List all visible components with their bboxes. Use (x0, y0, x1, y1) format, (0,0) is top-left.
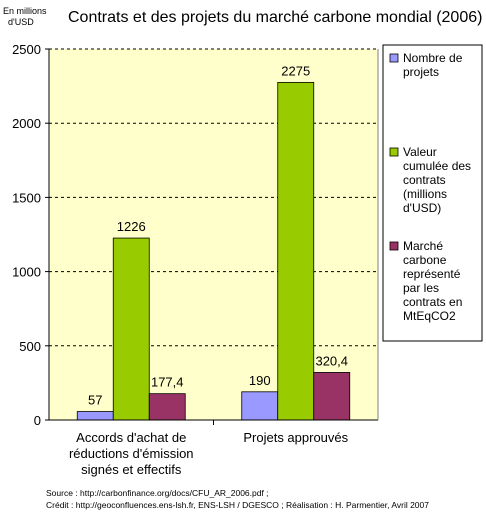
category-label: Projets approuvés (243, 430, 348, 445)
y-tick-label: 2500 (12, 42, 41, 57)
legend-label: (millions (403, 187, 447, 201)
y-tick-label: 2000 (12, 116, 41, 131)
category-label: signés et effectifs (81, 462, 182, 477)
data-label: 57 (88, 393, 102, 408)
category-label: Accords d'achat de (76, 430, 186, 445)
bar (112, 237, 150, 421)
bar (148, 393, 186, 421)
legend-label: contrats en (403, 295, 462, 309)
y-axis-unit-line-2: d'USD (8, 17, 34, 27)
bar (313, 372, 351, 421)
legend-label: contrats (403, 173, 446, 187)
legend-label: Nombre de (403, 51, 463, 65)
legend-swatch (389, 147, 399, 157)
y-tick-label: 0 (34, 413, 41, 428)
y-tick-label: 500 (19, 339, 41, 354)
legend-swatch (389, 53, 399, 63)
legend-label: Marché (403, 239, 443, 253)
bars (76, 81, 351, 421)
footer-source: Source : http://carbonfinance.org/docs/C… (46, 488, 269, 498)
data-label: 177,4 (151, 375, 184, 390)
plot-area (49, 49, 378, 420)
legend-label: cumulée des (403, 159, 471, 173)
y-tick-label: 1000 (12, 265, 41, 280)
data-labels: 57 1226 177,4 190 2275 320,4 (88, 63, 348, 407)
legend-label: représenté (403, 267, 461, 281)
legend-swatch (389, 241, 399, 251)
bar (76, 411, 114, 421)
legend-label: par les (403, 281, 439, 295)
legend-box (382, 44, 483, 342)
legend-label: carbone (403, 253, 447, 267)
data-label: 320,4 (315, 353, 348, 368)
bar (277, 81, 315, 421)
data-label: 190 (249, 373, 271, 388)
bar (241, 391, 279, 421)
category-label: réductions d'émission (69, 446, 194, 461)
data-label: 1226 (117, 219, 146, 234)
gridlines (49, 48, 378, 347)
y-axis-ticks: 0 500 1000 1500 2000 2500 (12, 42, 49, 428)
footer-credit: Crédit : http://geoconfluences.ens-lsh.f… (46, 500, 429, 510)
y-tick-label: 1500 (12, 190, 41, 205)
legend-label: Valeur (403, 145, 437, 159)
legend-label: projets (403, 65, 439, 79)
y-axis-unit-line-1: En millions (3, 6, 47, 16)
legend-label: d'USD) (403, 201, 441, 215)
legend-label: MtEqCO2 (403, 309, 456, 323)
chart-title: Contrats et des projets du marché carbon… (68, 9, 482, 26)
data-label: 2275 (281, 63, 310, 78)
